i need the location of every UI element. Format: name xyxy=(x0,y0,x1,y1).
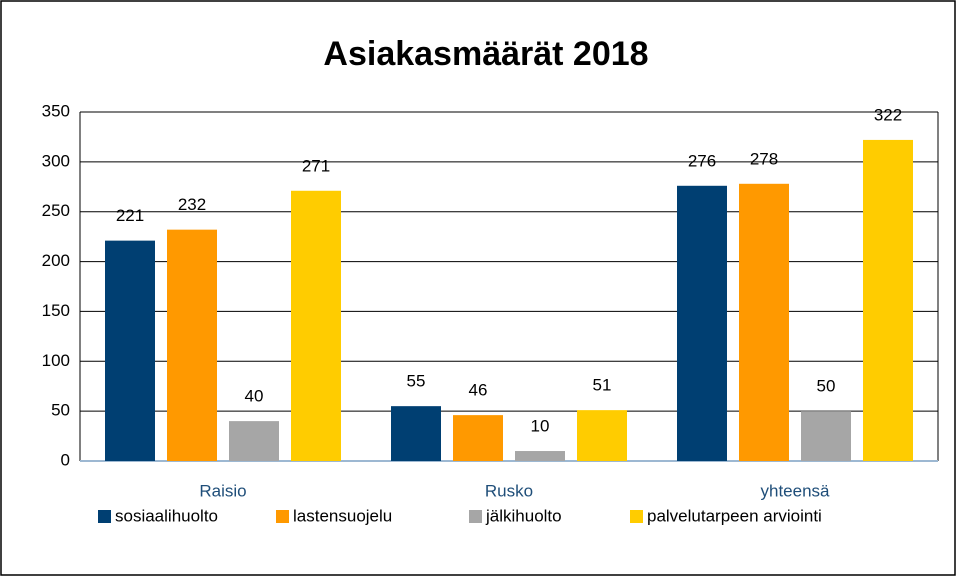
data-label: 51 xyxy=(593,376,612,395)
y-tick-label: 300 xyxy=(42,151,70,170)
x-tick-label: yhteensä xyxy=(761,481,831,500)
y-tick-label: 250 xyxy=(42,201,70,220)
data-label: 40 xyxy=(245,387,264,406)
legend-label: sosiaalihuolto xyxy=(115,506,218,525)
bar xyxy=(229,421,279,461)
y-tick-label: 150 xyxy=(42,301,70,320)
data-label: 232 xyxy=(178,195,206,214)
data-label: 271 xyxy=(302,156,330,175)
legend-swatch xyxy=(469,510,482,523)
bar xyxy=(801,411,851,461)
data-label: 278 xyxy=(750,149,778,168)
data-label: 322 xyxy=(874,105,902,124)
legend-label: jälkihuolto xyxy=(485,506,562,525)
legend-label: lastensuojelu xyxy=(293,506,392,525)
bar xyxy=(863,139,913,462)
y-tick-label: 100 xyxy=(42,351,70,370)
data-label: 50 xyxy=(817,377,836,396)
bar xyxy=(515,451,565,461)
chart-title: Asiakasmäärät 2018 xyxy=(323,35,648,73)
data-label: 10 xyxy=(531,417,550,436)
data-label: 46 xyxy=(469,381,488,400)
legend-swatch xyxy=(98,510,111,523)
bar xyxy=(105,240,155,461)
bar xyxy=(739,183,789,461)
bar xyxy=(391,406,441,461)
y-tick-label: 0 xyxy=(61,450,70,469)
legend-swatch xyxy=(630,510,643,523)
bar xyxy=(677,185,727,461)
bar xyxy=(291,190,341,461)
x-tick-label: Rusko xyxy=(485,481,533,500)
y-tick-label: 350 xyxy=(42,101,70,120)
x-tick-label: Raisio xyxy=(199,481,246,500)
y-tick-label: 50 xyxy=(51,401,70,420)
bar xyxy=(453,415,503,461)
y-tick-label: 200 xyxy=(42,251,70,270)
legend-swatch xyxy=(276,510,289,523)
data-label: 276 xyxy=(688,151,716,170)
data-label: 55 xyxy=(407,372,426,391)
data-label: 221 xyxy=(116,206,144,225)
bar xyxy=(167,229,217,461)
bar xyxy=(577,410,627,461)
legend-label: palvelutarpeen arviointi xyxy=(647,506,822,525)
